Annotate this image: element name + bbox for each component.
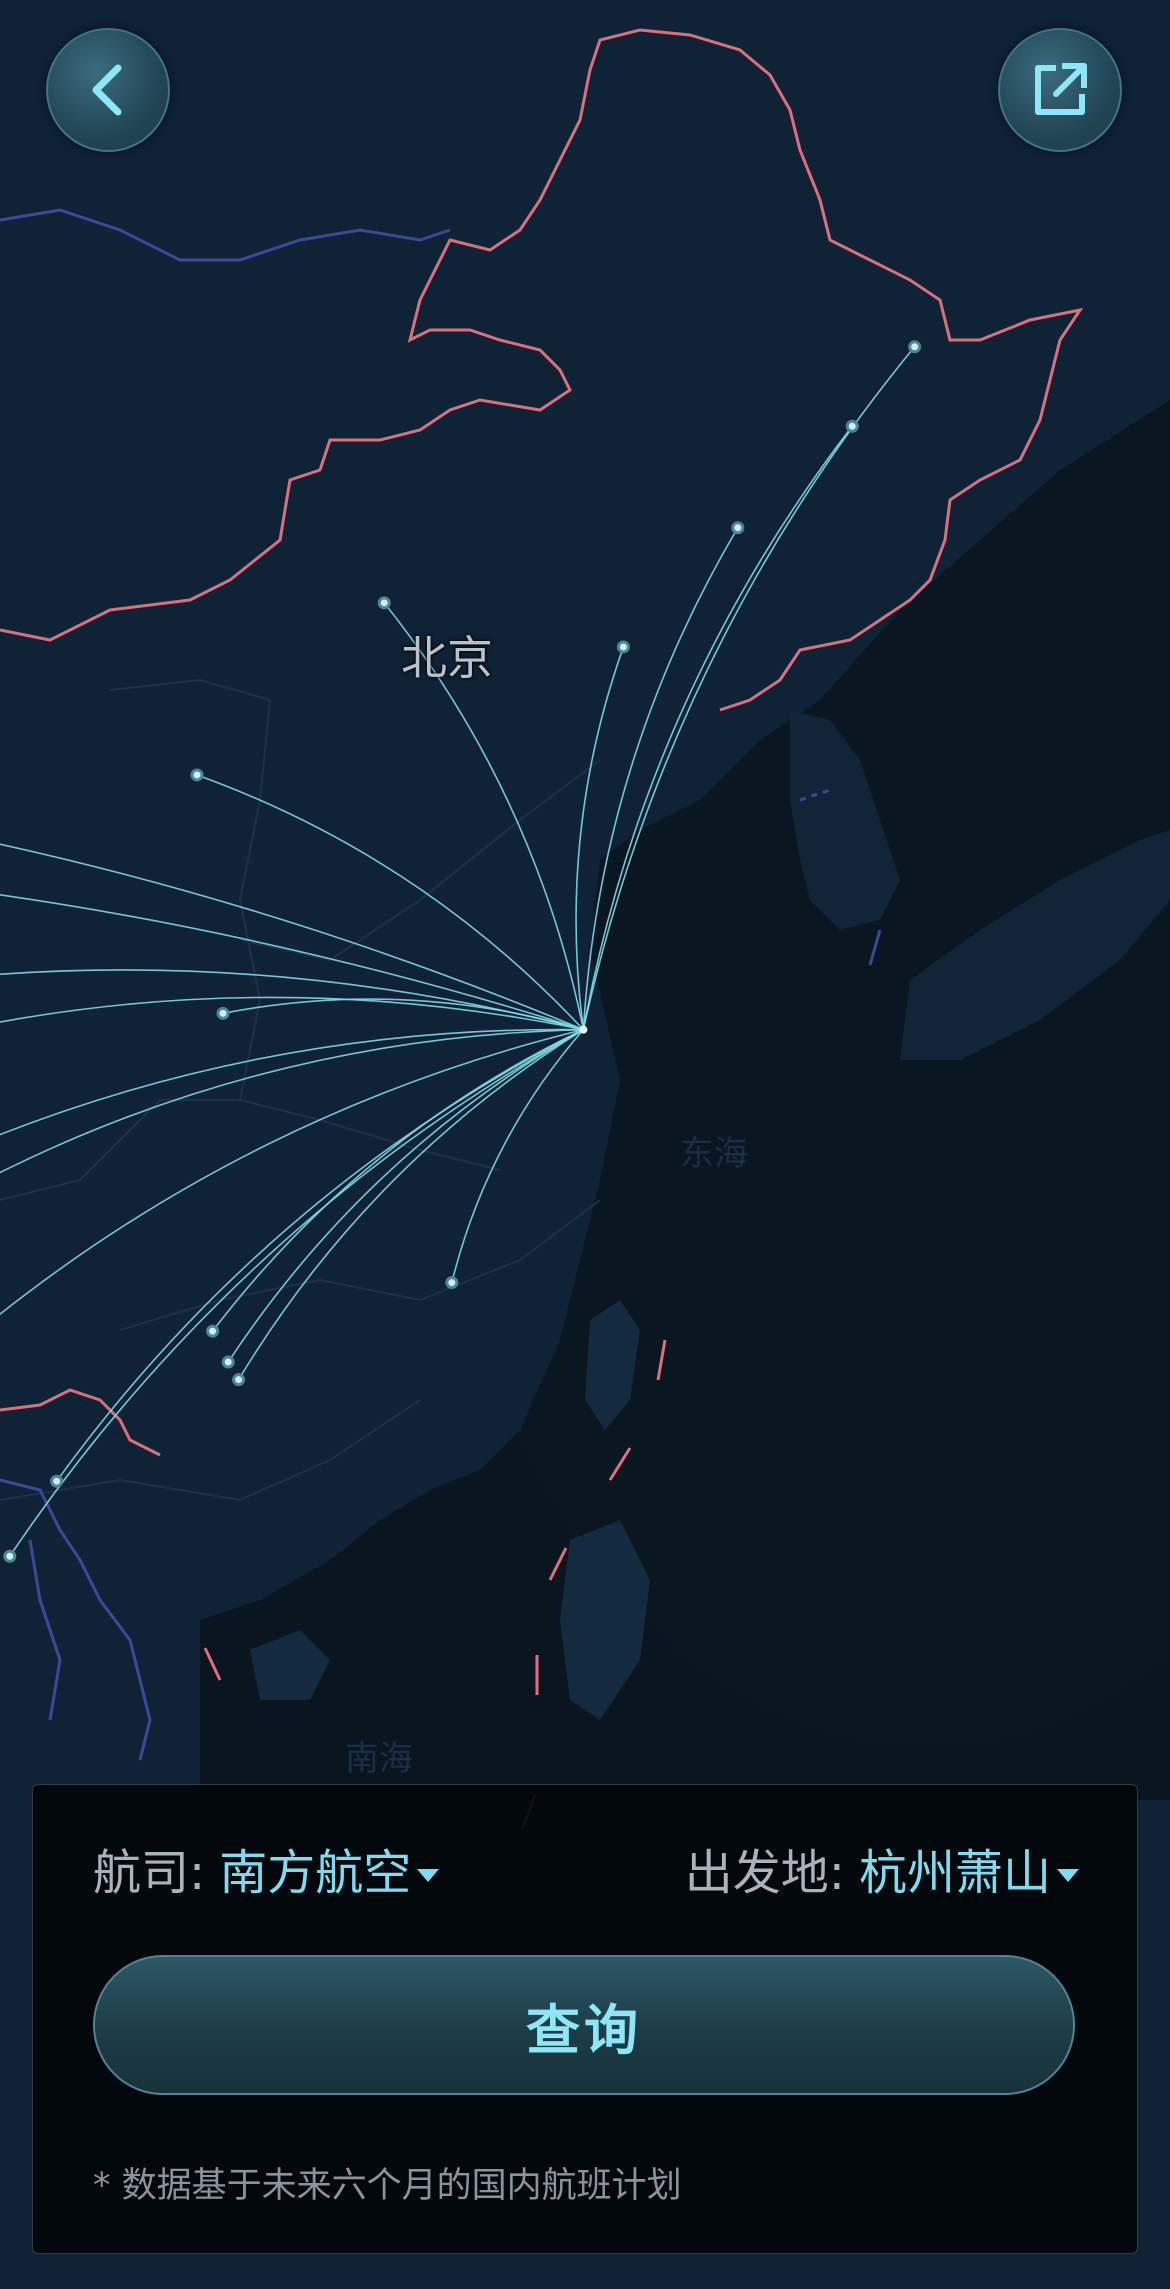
share-external-icon: [1035, 63, 1087, 115]
sea-label-south: 南海: [345, 1739, 413, 1779]
flight-route-line: [211, 1028, 584, 1332]
flight-route-line: [575, 646, 625, 1030]
routes-layer: [0, 346, 916, 1557]
origin-selector[interactable]: 出发地: 杭州萧山: [685, 1843, 1079, 1903]
caret-down-icon: [1057, 1868, 1079, 1882]
flight-route-line: [383, 602, 585, 1030]
flight-route-line: [582, 346, 916, 1030]
destination-point: [445, 1276, 459, 1290]
origin-value: 杭州萧山: [858, 1845, 1051, 1901]
flight-route-line: [9, 1028, 584, 1557]
destination-points-layer: [3, 340, 922, 1563]
chevron-left-icon: [92, 64, 122, 116]
flight-route-line: [0, 894, 584, 1031]
destination-point: [221, 1355, 235, 1369]
query-panel: 航司: 南方航空 出发地: 杭州萧山 查询 * 数据基于未来六个月的国内航班计划: [32, 1784, 1138, 2254]
flight-route-line: [0, 996, 584, 1031]
flight-route-line: [451, 1029, 584, 1283]
destination-point: [845, 419, 859, 433]
sea-area: [200, 400, 1170, 1800]
destination-point: [377, 596, 391, 610]
airline-label: 航司:: [93, 1845, 206, 1901]
flight-route-line: [0, 1028, 584, 1174]
origin-point: [579, 1025, 588, 1034]
philippines: [560, 1520, 650, 1720]
flight-route-line: [196, 774, 584, 1031]
destination-point: [206, 1324, 220, 1338]
flight-route-line: [0, 1028, 584, 1316]
flight-route-line: [0, 1028, 584, 1136]
destination-point: [616, 640, 630, 654]
hainan-island: [250, 1630, 330, 1700]
city-label-beijing: 北京: [401, 631, 493, 685]
flight-route-line: [0, 843, 584, 1031]
airline-value: 南方航空: [219, 1845, 412, 1901]
taiwan-island: [585, 1300, 640, 1430]
caret-down-icon: [417, 1868, 440, 1882]
destination-point: [50, 1474, 64, 1488]
destination-point: [190, 768, 204, 782]
destination-point: [731, 521, 745, 535]
destination-point: [908, 340, 922, 354]
footnote: * 数据基于未来六个月的国内航班计划: [93, 2166, 682, 2206]
flight-route-line: [227, 1028, 584, 1363]
national-border-north: [0, 28, 1084, 712]
destination-point: [232, 1373, 246, 1387]
airline-selector[interactable]: 航司: 南方航空: [93, 1843, 440, 1903]
japan-islands: [900, 830, 1170, 1060]
flight-route-line: [582, 425, 853, 1030]
origin-label: 出发地:: [684, 1845, 845, 1901]
flight-route-line: [237, 1028, 584, 1381]
flight-route-line: [55, 1028, 584, 1482]
destination-point: [3, 1549, 17, 1563]
flight-route-line: [0, 969, 584, 1031]
back-button[interactable]: [46, 28, 170, 152]
korea-peninsula: [790, 710, 900, 930]
query-button[interactable]: 查询: [93, 1955, 1075, 2095]
national-border-south: [0, 1388, 161, 1457]
destination-point: [216, 1006, 230, 1020]
share-button[interactable]: [998, 28, 1122, 152]
flight-route-line: [582, 527, 739, 1030]
sea-label: 东海: [680, 1134, 748, 1174]
